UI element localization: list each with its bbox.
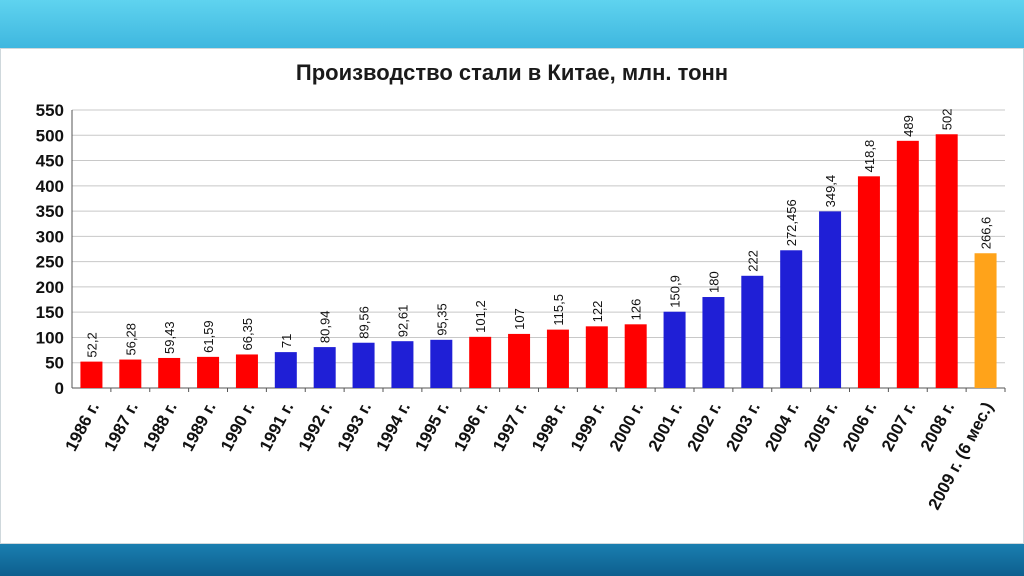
data-label: 71 [279,334,294,348]
top-banner [0,0,1024,48]
bar [80,361,103,388]
x-tick-label: 2002 г. [683,399,724,454]
data-label: 66,35 [240,318,255,351]
y-tick-label: 450 [36,152,64,171]
x-tick-label: 2006 г. [839,399,880,454]
data-label: 92,61 [395,305,410,338]
bar [158,357,181,388]
data-label: 222 [745,250,760,272]
data-label: 56,28 [123,323,138,356]
y-tick-label: 500 [36,126,64,145]
bottom-banner [0,544,1024,576]
data-label: 349,4 [823,175,838,208]
x-tick-label: 2008 г. [917,399,958,454]
data-label: 89,56 [357,306,372,339]
bar [780,250,803,388]
bar [274,352,297,388]
bar [430,339,453,388]
x-tick-label: 2003 г. [722,399,763,454]
y-tick-label: 350 [36,202,64,221]
x-tick-label: 2004 г. [761,399,802,454]
data-label: 122 [590,301,605,323]
y-tick-label: 550 [36,101,64,120]
data-label: 59,43 [162,321,177,354]
bar [469,336,492,388]
data-label: 95,35 [434,303,449,336]
x-tick-label: 1992 г. [295,399,336,454]
data-label: 101,2 [473,300,488,333]
x-tick-label: 1988 г. [139,399,180,454]
bar [974,253,997,388]
bar [313,347,336,388]
bar [197,356,220,388]
x-tick-label: 1997 г. [489,399,530,454]
data-label: 180 [706,271,721,293]
bar [857,176,880,388]
y-tick-label: 200 [36,278,64,297]
bar [585,326,608,388]
y-tick-label: 400 [36,177,64,196]
bar [819,211,842,388]
bar [119,359,142,388]
y-tick-label: 250 [36,253,64,272]
data-label: 61,59 [201,320,216,353]
bar [896,140,919,388]
data-label: 126 [629,299,644,321]
y-tick-label: 300 [36,227,64,246]
bar [702,297,725,388]
y-tick-label: 50 [45,354,64,373]
data-label: 107 [512,308,527,330]
y-tick-label: 150 [36,303,64,322]
bar [741,275,764,388]
x-tick-label: 1994 г. [372,399,413,454]
data-label: 52,2 [84,332,99,357]
data-label: 272,456 [784,199,799,246]
x-tick-label: 2007 г. [878,399,919,454]
bar [935,134,958,388]
x-tick-label: 1989 г. [178,399,219,454]
data-label: 502 [940,109,955,131]
x-tick-label: 2001 г. [645,399,686,454]
bar [391,341,414,388]
data-label: 266,6 [979,217,994,250]
x-tick-label: 2005 г. [800,399,841,454]
bar [508,333,531,388]
x-tick-label: 1990 г. [217,399,258,454]
x-tick-label: 1987 г. [100,399,141,454]
x-tick-label: 1998 г. [528,399,569,454]
data-label: 115,5 [551,294,566,326]
x-tick-label: 2000 г. [606,399,647,454]
bar [663,311,686,388]
x-tick-label: 1999 г. [567,399,608,454]
data-label: 150,9 [668,275,683,308]
data-label: 418,8 [862,140,877,173]
chart-title: Производство стали в Китае, млн. тонн [295,60,729,85]
x-tick-label: 1995 г. [411,399,452,454]
data-label: 489 [901,115,916,137]
data-label: 80,94 [318,311,333,344]
x-tick-label: 1996 г. [450,399,491,454]
bar [235,354,258,388]
bar [624,324,647,388]
x-tick-label: 1986 г. [61,399,102,454]
bar [546,329,569,388]
y-tick-label: 0 [55,379,64,398]
y-tick-label: 100 [36,328,64,347]
x-tick-label: 1993 г. [334,399,375,454]
bar [352,342,375,388]
x-tick-label: 1991 г. [256,399,297,454]
